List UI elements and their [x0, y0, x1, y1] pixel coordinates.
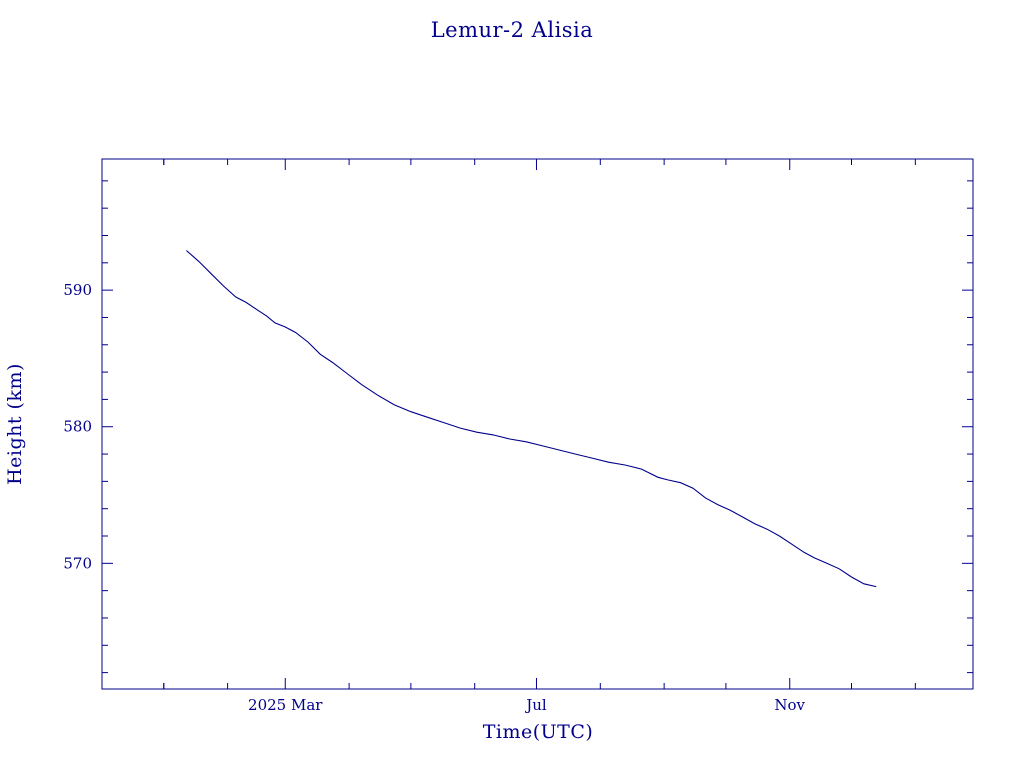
x-tick-label: Nov	[774, 696, 805, 714]
series-line	[186, 250, 877, 588]
tick-labels-layer: 2025 Mar Jul Nov 570 580 590	[63, 281, 805, 714]
y-tick-label: 580	[63, 418, 92, 436]
chart-title: Lemur-2 Alisia	[431, 18, 594, 42]
plot-frame	[101, 158, 974, 690]
ticks-layer	[102, 159, 973, 689]
x-tick-label: Jul	[524, 696, 547, 714]
y-axis-title: Height (km)	[4, 363, 26, 485]
x-tick-label: 2025 Mar	[248, 696, 323, 714]
y-tick-label: 590	[63, 281, 92, 299]
y-tick-label: 570	[63, 554, 92, 572]
x-axis-title: Time(UTC)	[483, 721, 594, 743]
